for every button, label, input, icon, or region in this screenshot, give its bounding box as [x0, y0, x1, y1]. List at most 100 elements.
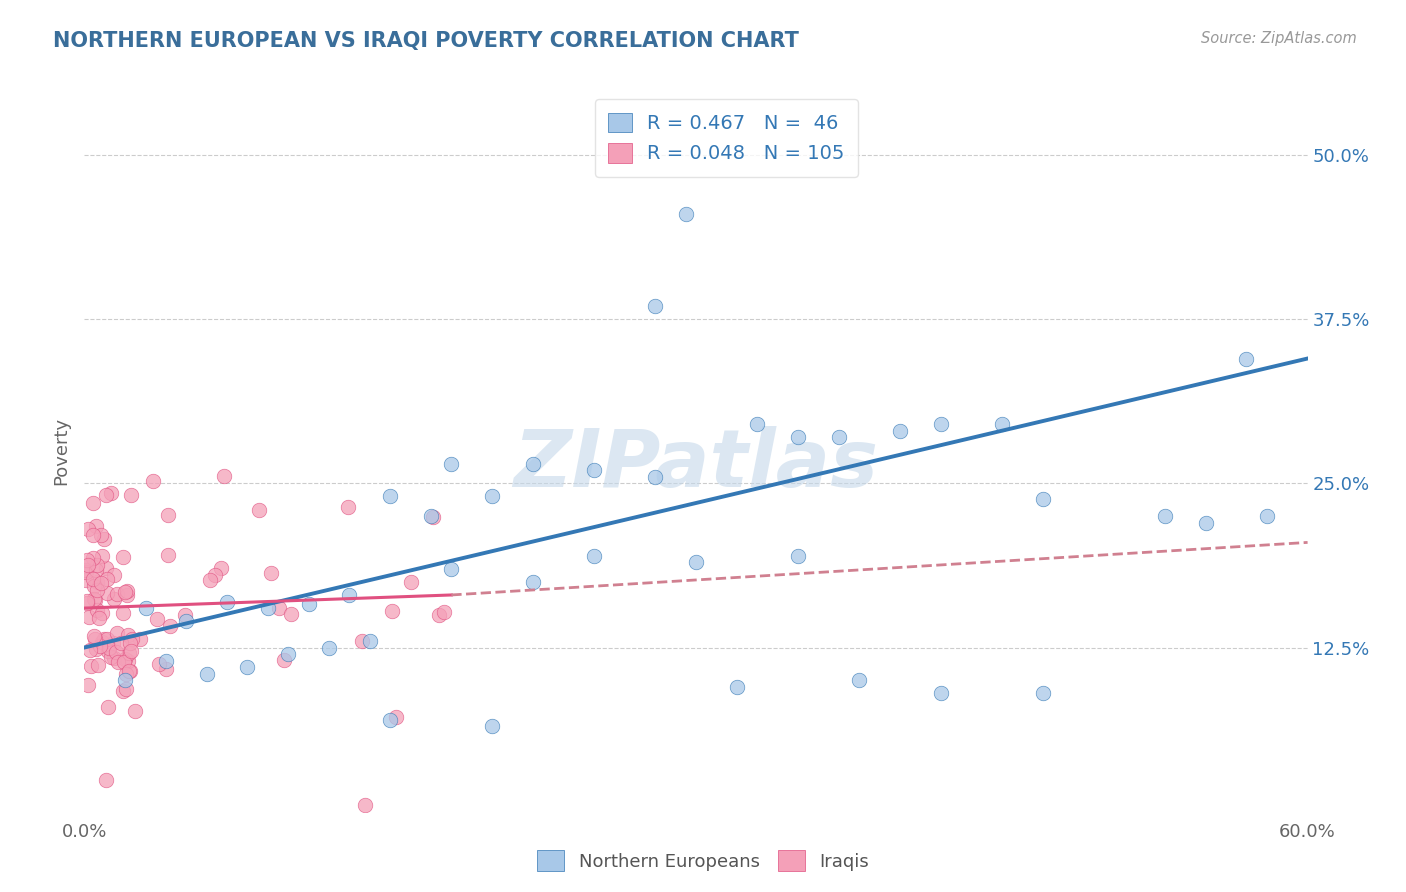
Point — [273, 653, 295, 667]
Point — [1236, 351, 1258, 366]
Point — [889, 424, 911, 438]
Legend: Northern Europeans, Iraqis: Northern Europeans, Iraqis — [530, 843, 876, 879]
Point — [644, 469, 666, 483]
Point — [1256, 509, 1278, 524]
Point — [380, 713, 402, 727]
Point — [142, 474, 165, 488]
Point — [97, 641, 120, 656]
Point — [352, 633, 374, 648]
Point — [87, 657, 110, 672]
Point — [100, 650, 122, 665]
Point — [90, 549, 112, 564]
Point — [399, 575, 422, 590]
Point — [90, 528, 112, 542]
Point — [96, 632, 118, 646]
Point — [522, 574, 544, 589]
Point — [83, 592, 105, 607]
Point — [583, 549, 606, 563]
Point — [174, 607, 197, 622]
Point — [86, 641, 108, 656]
Point — [747, 417, 769, 432]
Point — [433, 605, 456, 619]
Point — [75, 565, 97, 579]
Point — [93, 632, 115, 647]
Point — [86, 518, 108, 533]
Point — [86, 602, 108, 616]
Text: Source: ZipAtlas.com: Source: ZipAtlas.com — [1201, 31, 1357, 46]
Point — [217, 594, 239, 608]
Point — [1032, 491, 1054, 506]
Point — [787, 430, 810, 444]
Point — [339, 588, 361, 602]
Point — [118, 664, 141, 678]
Point — [114, 682, 136, 697]
Point — [828, 430, 851, 444]
Point — [84, 563, 107, 577]
Point — [82, 496, 104, 510]
Point — [83, 579, 105, 593]
Point — [195, 666, 218, 681]
Point — [77, 677, 100, 691]
Point — [420, 509, 443, 524]
Point — [105, 587, 128, 601]
Point — [115, 584, 138, 599]
Point — [87, 611, 110, 625]
Point — [82, 573, 104, 587]
Legend: R = 0.467   N =  46, R = 0.048   N = 105: R = 0.467 N = 46, R = 0.048 N = 105 — [595, 99, 858, 177]
Point — [236, 660, 259, 674]
Point — [90, 575, 112, 590]
Point — [76, 593, 98, 607]
Point — [929, 417, 952, 432]
Point — [277, 647, 299, 661]
Point — [583, 463, 606, 477]
Point — [84, 592, 107, 607]
Point — [103, 567, 125, 582]
Point — [114, 673, 136, 688]
Point — [848, 673, 870, 688]
Point — [1154, 509, 1177, 524]
Point — [94, 773, 117, 788]
Point — [685, 555, 707, 569]
Point — [89, 640, 111, 654]
Point — [120, 636, 142, 650]
Point — [298, 597, 321, 611]
Point — [440, 562, 463, 576]
Point — [135, 601, 157, 615]
Point — [93, 532, 115, 546]
Point — [75, 563, 97, 577]
Text: ZIPatlas: ZIPatlas — [513, 425, 879, 504]
Point — [354, 798, 377, 813]
Point — [94, 488, 117, 502]
Point — [79, 643, 101, 657]
Point — [129, 632, 152, 646]
Point — [422, 510, 444, 524]
Point — [100, 486, 122, 500]
Point — [155, 662, 177, 676]
Point — [112, 606, 135, 620]
Point — [82, 527, 104, 541]
Point — [105, 625, 128, 640]
Point — [427, 608, 450, 623]
Point — [103, 636, 125, 650]
Point — [145, 612, 167, 626]
Point — [97, 700, 120, 714]
Point — [117, 628, 139, 642]
Point — [104, 645, 127, 659]
Point — [209, 561, 232, 575]
Point — [200, 573, 222, 587]
Point — [75, 573, 97, 587]
Point — [212, 469, 235, 483]
Point — [440, 457, 463, 471]
Point — [110, 636, 132, 650]
Point — [725, 680, 748, 694]
Point — [111, 550, 134, 565]
Point — [114, 651, 136, 665]
Y-axis label: Poverty: Poverty — [52, 417, 70, 484]
Point — [318, 640, 340, 655]
Point — [94, 561, 117, 575]
Point — [381, 604, 404, 618]
Point — [82, 550, 104, 565]
Point — [157, 508, 180, 522]
Point — [991, 417, 1014, 432]
Point — [336, 500, 359, 514]
